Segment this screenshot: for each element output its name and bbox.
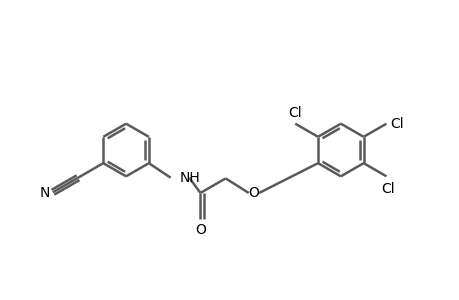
Text: Cl: Cl [380,182,394,196]
Text: O: O [195,224,205,237]
Text: Cl: Cl [390,117,403,131]
Text: O: O [247,186,258,200]
Text: N: N [40,186,50,200]
Text: NH: NH [179,171,200,185]
Text: Cl: Cl [288,106,302,119]
